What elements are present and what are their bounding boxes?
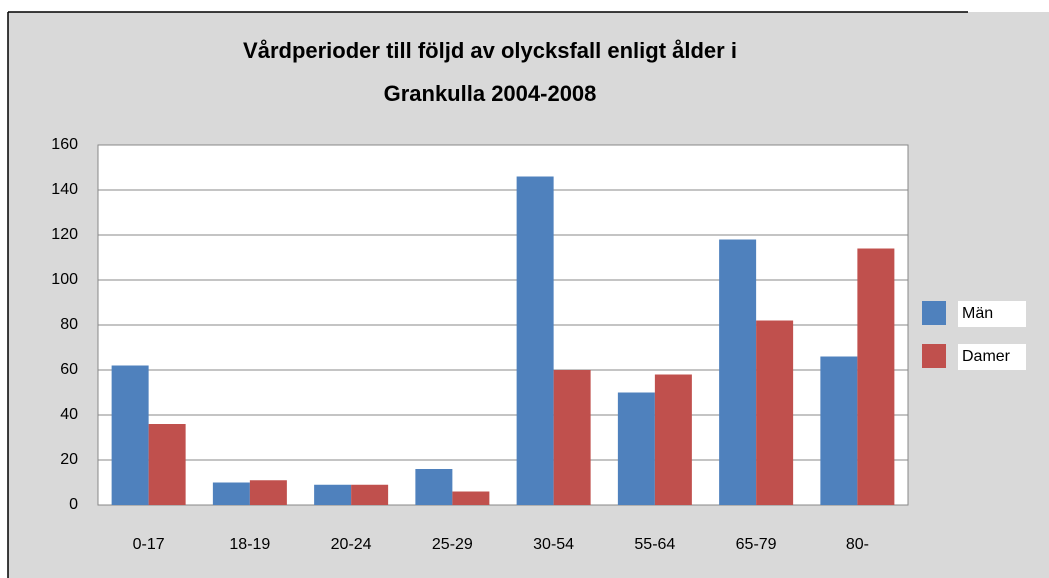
- x-tick-label: 55-64: [634, 536, 675, 553]
- bar: [516, 176, 554, 505]
- bar: [148, 424, 186, 505]
- y-tick-label: 100: [51, 271, 78, 288]
- x-tick-label: 20-24: [331, 536, 372, 553]
- bar: [212, 482, 250, 505]
- bar: [452, 491, 490, 505]
- y-tick-label: 60: [60, 361, 78, 378]
- y-tick-label: 20: [60, 451, 78, 468]
- y-tick-label: 140: [51, 181, 78, 198]
- y-tick-label: 40: [60, 406, 78, 423]
- bar: [756, 320, 794, 505]
- x-tick-label: 30-54: [533, 536, 574, 553]
- bar: [654, 374, 692, 505]
- bar: [719, 239, 757, 505]
- bar: [111, 365, 149, 505]
- x-tick-label: 25-29: [432, 536, 473, 553]
- chart-title: Grankulla 2004-2008: [384, 81, 597, 106]
- legend-label-box: [958, 301, 1026, 327]
- legend-swatch: [922, 344, 946, 368]
- y-tick-label: 160: [51, 136, 78, 153]
- bar: [857, 248, 895, 505]
- bar: [415, 469, 453, 505]
- bar: [553, 370, 591, 505]
- x-tick-label: 65-79: [736, 536, 777, 553]
- y-tick-label: 80: [60, 316, 78, 333]
- bar: [249, 480, 287, 505]
- chart-title: Vårdperioder till följd av olycksfall en…: [243, 38, 737, 63]
- bar: [617, 392, 655, 505]
- legend-swatch: [922, 301, 946, 325]
- x-tick-label: 18-19: [229, 536, 270, 553]
- legend-label: Damer: [962, 348, 1011, 365]
- y-tick-label: 0: [69, 496, 78, 513]
- x-tick-label: 80-: [846, 536, 869, 553]
- bar: [351, 484, 389, 505]
- bar: [820, 356, 858, 505]
- legend-label-box: [958, 344, 1026, 370]
- legend-label: Män: [962, 305, 993, 322]
- bar: [314, 484, 352, 505]
- y-tick-label: 120: [51, 226, 78, 243]
- x-tick-label: 0-17: [133, 536, 165, 553]
